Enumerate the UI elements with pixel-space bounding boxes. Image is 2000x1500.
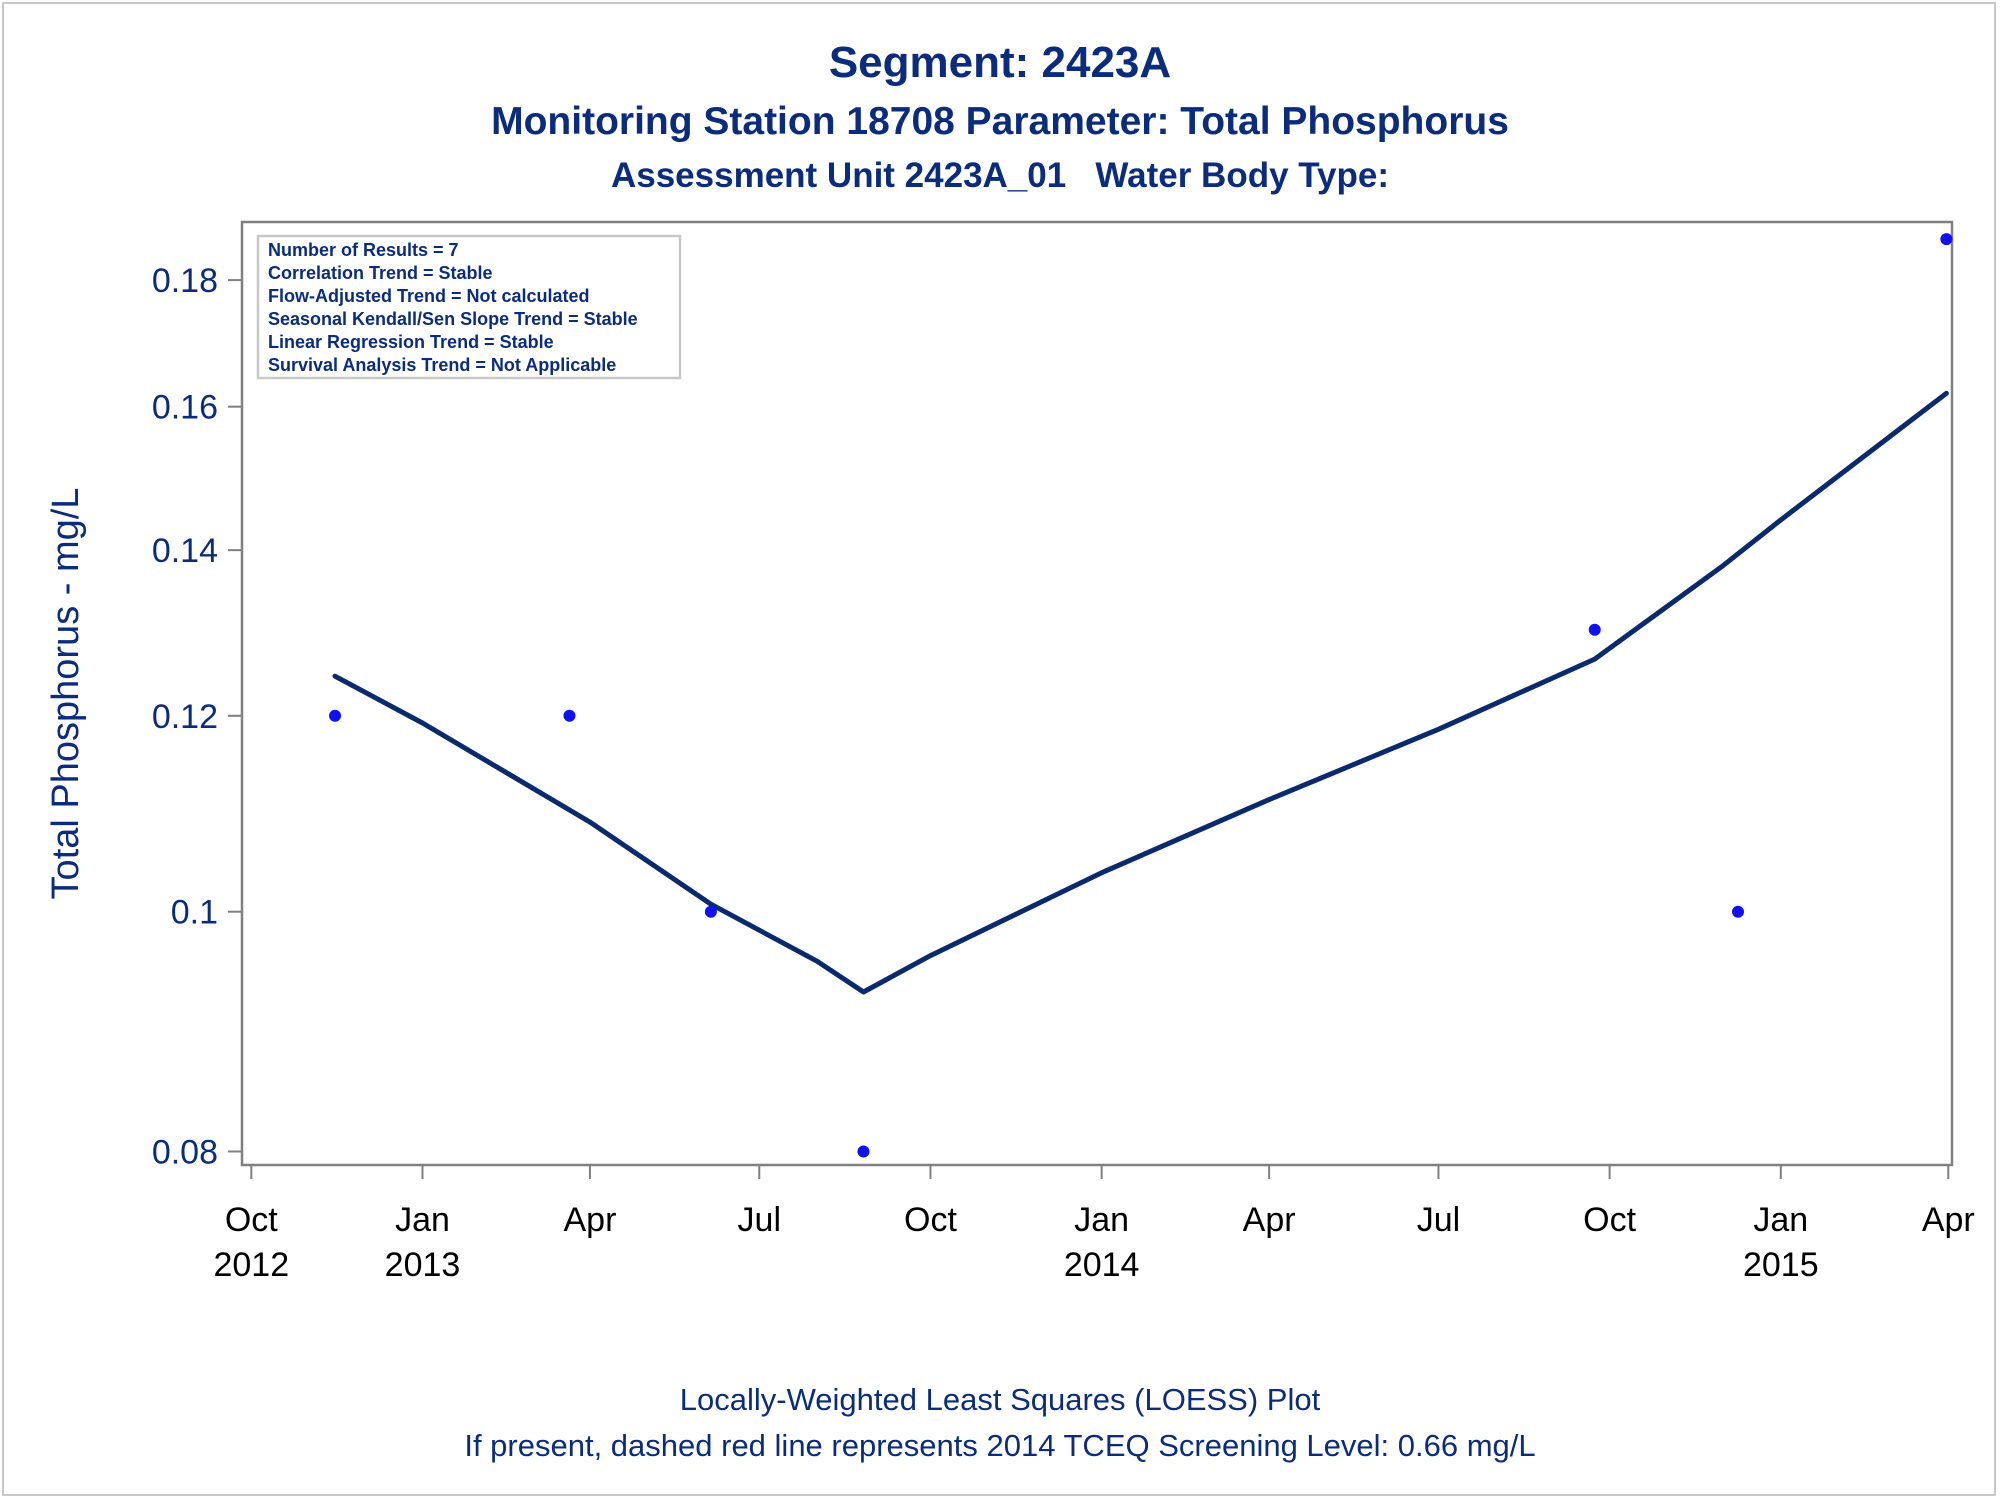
x-tick-label: Oct	[225, 1201, 278, 1239]
data-point	[1732, 905, 1745, 918]
x-tick-label: Apr	[1243, 1201, 1296, 1239]
data-point	[1940, 233, 1953, 246]
x-tick-year-label: 2014	[1064, 1246, 1140, 1284]
trend-summary-line: Seasonal Kendall/Sen Slope Trend = Stabl…	[268, 309, 638, 329]
trend-summary-line: Correlation Trend = Stable	[268, 263, 493, 283]
trend-summary-line: Number of Results = 7	[268, 240, 459, 260]
y-tick-label: 0.16	[152, 389, 218, 427]
y-tick-label: 0.12	[152, 698, 218, 736]
x-tick-year-label: 2012	[213, 1246, 289, 1284]
plot-area-frame	[240, 220, 1954, 1167]
x-tick-label: Jan	[1753, 1201, 1808, 1239]
chart-subtitle-assessment-unit: Assessment Unit 2423A_01 Water Body Type…	[610, 156, 1390, 195]
trend-summary-box	[256, 234, 682, 380]
x-tick-year-label: 2013	[385, 1246, 461, 1284]
x-tick-label: Jul	[1417, 1201, 1460, 1239]
x-tick-year-label: 2015	[1743, 1246, 1819, 1284]
trend-summary-line: Linear Regression Trend = Stable	[268, 332, 554, 352]
footnote-screening-level: If present, dashed red line represents 2…	[464, 1428, 1536, 1463]
data-point	[329, 709, 342, 722]
x-tick-label: Oct	[904, 1201, 957, 1239]
x-tick-label: Jul	[738, 1201, 781, 1239]
data-point	[857, 1145, 870, 1158]
y-axis-label: Total Phosphorus - mg/L	[45, 488, 87, 900]
x-tick-label: Jan	[395, 1201, 450, 1239]
trend-summary-line: Survival Analysis Trend = Not Applicable	[268, 355, 616, 375]
data-point	[563, 709, 576, 722]
y-tick-label: 0.14	[152, 532, 218, 570]
y-tick-label: 0.1	[171, 894, 218, 932]
trend-summary-line: Flow-Adjusted Trend = Not calculated	[268, 286, 590, 306]
chart-title: Segment: 2423A	[828, 38, 1172, 87]
y-tick-label: 0.08	[152, 1133, 218, 1171]
x-tick-label: Apr	[563, 1201, 616, 1239]
footnote-loess: Locally-Weighted Least Squares (LOESS) P…	[679, 1382, 1321, 1417]
loess-line	[332, 390, 1949, 995]
data-point	[1588, 623, 1601, 636]
data-point	[704, 905, 717, 918]
chart-subtitle-station: Monitoring Station 18708 Parameter: Tota…	[491, 100, 1509, 143]
y-tick-label: 0.18	[152, 262, 218, 300]
x-tick-label: Apr	[1922, 1201, 1975, 1239]
x-tick-label: Oct	[1583, 1201, 1636, 1239]
x-tick-label: Jan	[1074, 1201, 1129, 1239]
